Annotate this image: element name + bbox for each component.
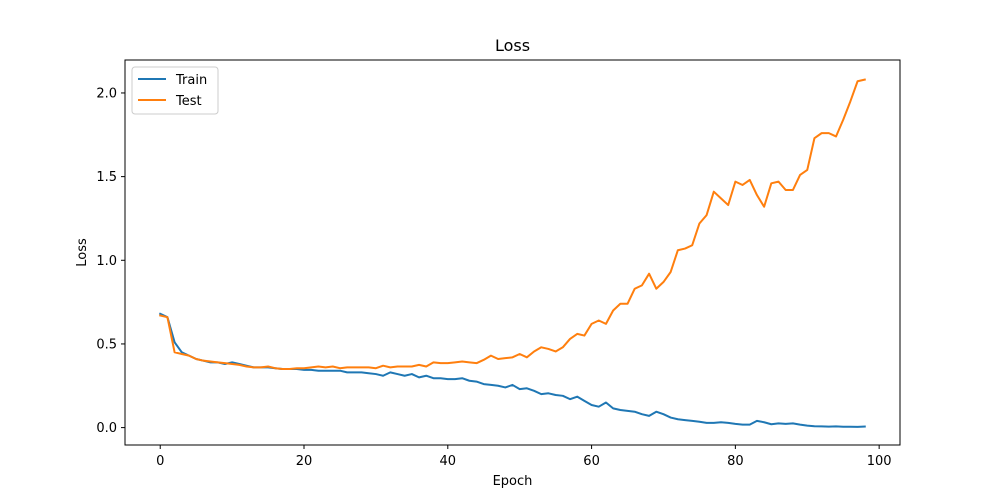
y-tick-label: 2.0 [96, 86, 117, 101]
x-tick-label: 100 [867, 454, 892, 469]
x-tick-label: 60 [583, 454, 600, 469]
x-tick-label: 0 [156, 454, 164, 469]
x-axis-label: Epoch [493, 474, 533, 489]
plot-frame [124, 59, 901, 446]
legend-label-train: Train [175, 73, 207, 88]
y-axis-label: Loss [75, 238, 90, 267]
y-tick-label: 1.0 [96, 254, 117, 269]
series-layer [158, 78, 866, 428]
y-axis: 0.0 0.5 1.0 1.5 2.0 [96, 86, 125, 436]
x-tick-label: 40 [440, 454, 457, 469]
legend: Train Test [131, 66, 219, 115]
series-line-test [159, 78, 866, 371]
x-axis: 0 20 40 60 80 100 [156, 445, 892, 469]
x-tick-label: 20 [296, 454, 313, 469]
y-tick-label: 0.5 [96, 337, 117, 352]
y-tick-label: 0.0 [96, 421, 117, 436]
y-tick-label: 1.5 [96, 170, 117, 185]
legend-label-test: Test [175, 94, 202, 109]
plot-area [125, 60, 900, 445]
chart-title: Loss [495, 36, 530, 55]
x-tick-label: 80 [727, 454, 744, 469]
